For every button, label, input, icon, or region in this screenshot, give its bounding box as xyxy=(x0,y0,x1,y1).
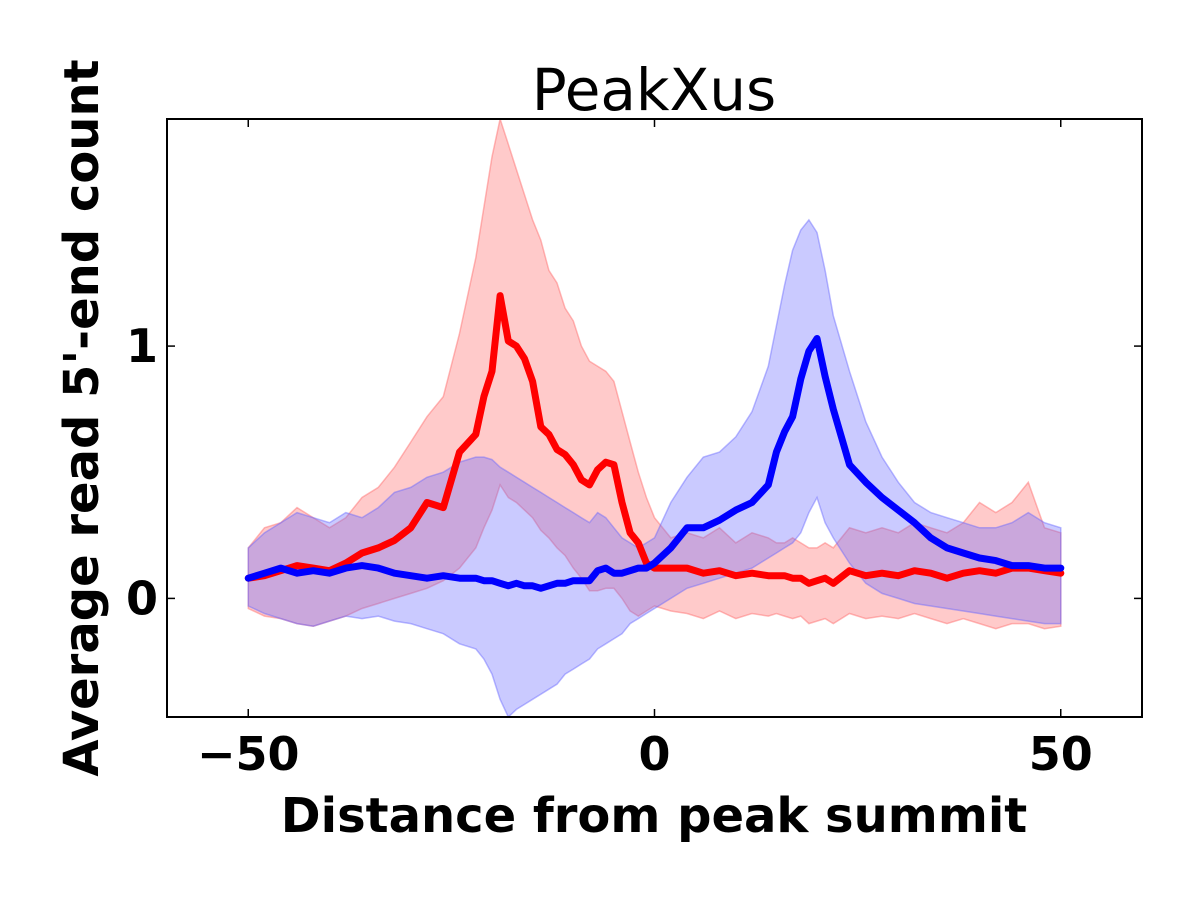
x-axis-label: Distance from peak summit xyxy=(281,788,1027,844)
x-tick-label: 0 xyxy=(638,727,670,781)
chart-title: PeakXus xyxy=(532,56,776,124)
series-1-band xyxy=(247,218,1062,717)
x-tick-label: −50 xyxy=(197,727,300,781)
series-0-line xyxy=(244,292,1065,587)
y-tick-label: 0 xyxy=(126,571,158,625)
y-axis-label: Average read 5'-end count xyxy=(54,59,110,776)
plot-area xyxy=(244,119,1065,717)
axis-ticks: −50 0 50 0 1 xyxy=(126,119,1142,781)
series-1-line xyxy=(244,335,1065,592)
series-0-band xyxy=(247,119,1062,630)
y-tick-label: 1 xyxy=(126,319,158,373)
x-tick-label: 50 xyxy=(1029,727,1093,781)
